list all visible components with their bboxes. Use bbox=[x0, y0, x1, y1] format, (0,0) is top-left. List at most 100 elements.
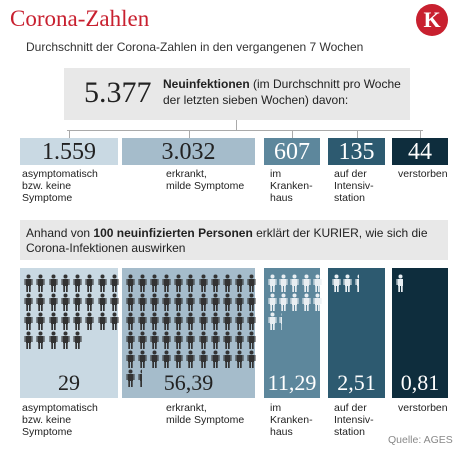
person-shape bbox=[61, 293, 70, 311]
person-shape bbox=[110, 312, 119, 330]
person-shape bbox=[150, 350, 159, 368]
person-icon bbox=[98, 293, 107, 311]
share-desc: auf der bbox=[334, 402, 367, 414]
person-shape bbox=[186, 293, 195, 311]
person-shape bbox=[73, 312, 82, 330]
person-icon bbox=[73, 312, 82, 330]
person-icon bbox=[73, 293, 82, 311]
total-desc: verstorben bbox=[398, 168, 448, 180]
person-icon bbox=[186, 331, 195, 349]
person-shape bbox=[138, 312, 147, 330]
person-icon bbox=[235, 274, 244, 292]
person-icon bbox=[162, 350, 171, 368]
person-shape bbox=[150, 274, 159, 292]
person-icon bbox=[211, 331, 220, 349]
bracket bbox=[67, 130, 423, 131]
person-icon bbox=[150, 274, 159, 292]
total-box: 607 bbox=[264, 138, 320, 165]
subtitle: Durchschnitt der Corona-Zahlen in den ve… bbox=[26, 40, 364, 54]
person-icon bbox=[199, 331, 208, 349]
person-icon bbox=[162, 312, 171, 330]
person-icon bbox=[49, 312, 58, 330]
person-icon bbox=[138, 350, 147, 368]
share-value: 56,39 bbox=[163, 370, 214, 395]
person-icon bbox=[279, 293, 288, 311]
person-icon bbox=[302, 274, 311, 292]
person-icon bbox=[110, 312, 119, 330]
total-box: 1.559 bbox=[20, 138, 118, 165]
person-shape bbox=[199, 274, 208, 292]
person-icon bbox=[235, 312, 244, 330]
person-shape bbox=[235, 331, 244, 349]
person-shape bbox=[138, 350, 147, 368]
total-box: 3.032 bbox=[122, 138, 255, 165]
person-shape bbox=[355, 274, 360, 292]
person-icon bbox=[61, 331, 70, 349]
person-shape bbox=[174, 312, 183, 330]
person-shape bbox=[186, 312, 195, 330]
person-shape bbox=[61, 331, 70, 349]
total-desc: Symptome bbox=[22, 192, 73, 204]
person-icon bbox=[332, 274, 341, 292]
person-icon bbox=[126, 369, 135, 387]
person-shape bbox=[110, 293, 119, 311]
total-desc: Kranken- bbox=[270, 180, 313, 192]
person-icon bbox=[150, 331, 159, 349]
person-shape bbox=[138, 331, 147, 349]
person-icon bbox=[235, 331, 244, 349]
share-box: 56,39 bbox=[122, 268, 256, 398]
person-shape bbox=[268, 293, 277, 311]
person-icon bbox=[162, 274, 171, 292]
person-icon bbox=[302, 293, 311, 311]
share-value: 0,81 bbox=[400, 370, 440, 395]
person-icon bbox=[85, 293, 94, 311]
person-shape bbox=[138, 274, 147, 292]
intro-bold: 100 neuinfizierten Personen bbox=[93, 226, 253, 240]
person-icon bbox=[186, 274, 195, 292]
person-icon bbox=[36, 331, 45, 349]
person-shape bbox=[150, 312, 159, 330]
person-icon bbox=[343, 274, 352, 292]
summary-rest: (im Durchschnitt pro Woche der letzten s… bbox=[163, 77, 401, 107]
total-desc: asymptomatisch bbox=[22, 168, 98, 180]
title: Corona-Zahlen bbox=[10, 6, 150, 31]
person-shape bbox=[162, 293, 171, 311]
total-box: 135 bbox=[328, 138, 385, 165]
person-shape bbox=[162, 331, 171, 349]
bracket bbox=[356, 130, 358, 138]
person-shape bbox=[396, 274, 403, 292]
person-shape bbox=[126, 274, 135, 292]
person-shape bbox=[247, 312, 256, 330]
summary-text: Neuinfektionen (im Durchschnitt pro Woch… bbox=[163, 76, 403, 108]
person-icon bbox=[186, 350, 195, 368]
summary-value: 5.377 bbox=[84, 76, 152, 109]
person-shape bbox=[24, 312, 33, 330]
person-icon bbox=[110, 293, 119, 311]
person-icon bbox=[49, 274, 58, 292]
person-icon bbox=[24, 331, 33, 349]
person-icon bbox=[247, 293, 256, 311]
person-shape bbox=[211, 274, 220, 292]
person-icon bbox=[36, 293, 45, 311]
person-shape bbox=[126, 369, 135, 387]
person-icon bbox=[138, 331, 147, 349]
person-shape bbox=[223, 312, 232, 330]
person-shape bbox=[313, 293, 322, 311]
person-icon bbox=[313, 274, 322, 292]
person-shape bbox=[73, 274, 82, 292]
person-shape bbox=[73, 331, 82, 349]
person-icon bbox=[138, 274, 147, 292]
person-icon bbox=[126, 293, 135, 311]
person-icon bbox=[49, 293, 58, 311]
person-icon bbox=[247, 350, 256, 368]
person-shape bbox=[199, 293, 208, 311]
person-icon bbox=[24, 312, 33, 330]
person-icon bbox=[36, 274, 45, 292]
source: Quelle: AGES bbox=[388, 434, 453, 446]
summary-box: 5.377 Neuinfektionen (im Durchschnitt pr… bbox=[64, 68, 410, 120]
person-shape bbox=[290, 293, 299, 311]
person-shape bbox=[98, 274, 106, 292]
person-shape bbox=[313, 274, 322, 292]
person-shape bbox=[211, 312, 220, 330]
